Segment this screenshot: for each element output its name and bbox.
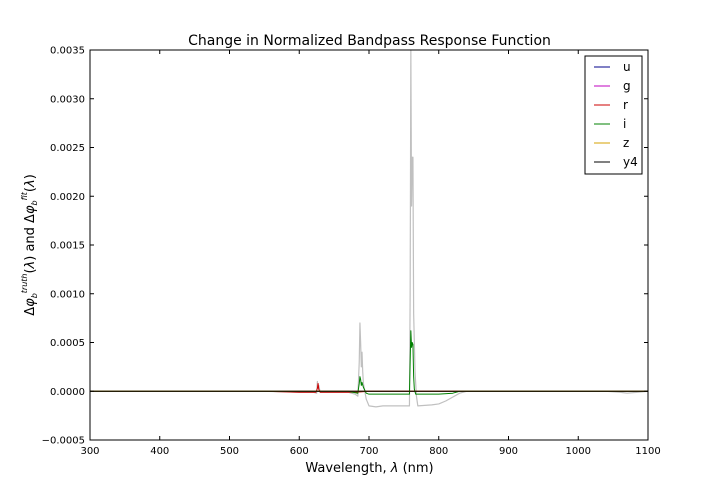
y-tick-label: 0.0015 bbox=[50, 241, 85, 252]
y-tick-label: 0.0030 bbox=[50, 94, 85, 105]
x-tick-label: 500 bbox=[220, 446, 239, 457]
y-tick-label: −0.0005 bbox=[42, 436, 85, 447]
chart-title: Change in Normalized Bandpass Response F… bbox=[188, 33, 551, 49]
legend-label-g: g bbox=[623, 79, 631, 93]
legend-label-y4: y4 bbox=[623, 155, 638, 169]
y-tick-label: 0.0020 bbox=[50, 192, 85, 203]
x-axis-label: Wavelength, λ (nm) bbox=[305, 461, 433, 476]
series-line-r bbox=[90, 382, 648, 393]
plot-frame bbox=[89, 49, 649, 441]
legend-label-i: i bbox=[623, 117, 626, 131]
x-tick-label: 800 bbox=[429, 446, 448, 457]
y-axis-label: Δφbtruth(λ) and Δφbfit(λ) bbox=[20, 174, 39, 316]
plot-area: 300 400 500 600 700 800 900 1000 1100 −0.0005 0.00… bbox=[42, 46, 661, 458]
series-line-unlabeled bbox=[90, 49, 649, 408]
x-tick-label: 300 bbox=[80, 446, 99, 457]
x-tick-label: 1100 bbox=[635, 446, 660, 457]
legend-label-r: r bbox=[623, 98, 628, 112]
x-tick-label: 400 bbox=[150, 446, 169, 457]
x-tick-label: 700 bbox=[359, 446, 378, 457]
y-tick-label: 0.0035 bbox=[50, 46, 85, 57]
y-tick-label: 0.0000 bbox=[50, 387, 85, 398]
y-tick-label: 0.0025 bbox=[50, 143, 85, 154]
x-tick-label: 1000 bbox=[566, 446, 591, 457]
y-tick-label: 0.0010 bbox=[50, 289, 85, 300]
legend-label-z: z bbox=[623, 136, 629, 150]
x-tick-label: 600 bbox=[290, 446, 309, 457]
legend-label-u: u bbox=[623, 60, 631, 74]
series-line-i bbox=[90, 330, 648, 395]
y-tick-label: 0.0005 bbox=[50, 338, 85, 349]
x-tick-label: 900 bbox=[499, 446, 518, 457]
legend-box bbox=[584, 55, 643, 175]
